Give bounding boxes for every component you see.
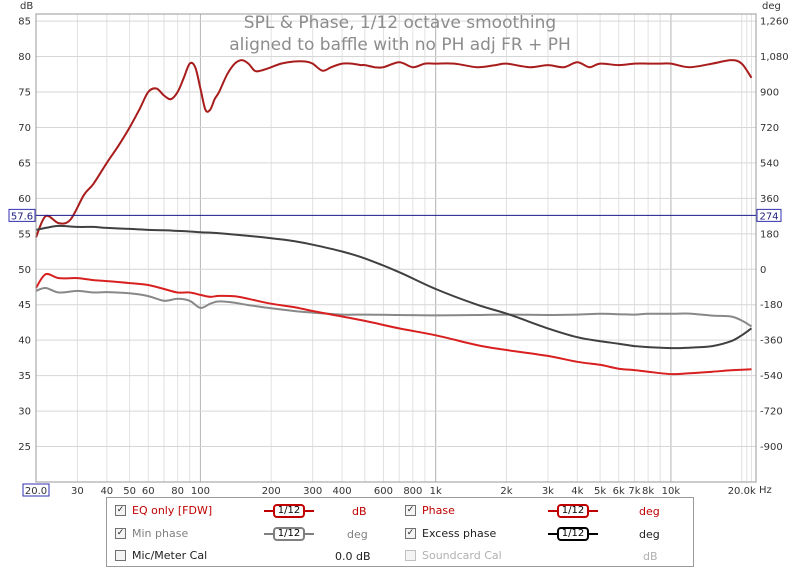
- x-tick-label: 600: [374, 486, 393, 497]
- y2-tick-label: 360: [760, 194, 779, 205]
- y2-tick-label: 900: [760, 88, 779, 99]
- y2-tick-label: 0: [760, 265, 766, 276]
- y-tick-label: 55: [18, 229, 31, 240]
- excess-phase-checkbox[interactable]: ✓: [405, 528, 416, 539]
- excess-phase-label: Excess phase: [422, 527, 497, 540]
- y-tick-label: 85: [18, 17, 31, 28]
- y-tick-label: 30: [18, 407, 31, 418]
- series-line-phase: [35, 272, 752, 376]
- cursor-left-value: 57.6: [11, 211, 33, 222]
- y2-tick-label: 720: [760, 123, 779, 134]
- y-tick-label: 75: [18, 88, 31, 99]
- x-tick-label: 50: [123, 486, 136, 497]
- y-axis-unit: dB: [20, 1, 33, 12]
- x-axis-unit: Hz: [759, 485, 772, 496]
- y-tick-label: 35: [18, 371, 31, 382]
- x-tick-label: 60: [142, 486, 155, 497]
- legend-panel: ✓ EQ only [FDW] 1/12 dB ✓ Phase 1/12 deg…: [106, 497, 694, 567]
- x-tick-label: 30: [71, 486, 84, 497]
- excess-phase-smoothing-icon[interactable]: 1/12: [548, 527, 598, 541]
- y-tick-label: 70: [18, 123, 31, 134]
- x-tick-label: 5k: [594, 486, 606, 497]
- x-tick-label: 40: [100, 486, 113, 497]
- soundcard-cal-checkbox: [405, 550, 416, 561]
- y2-tick-label: -900: [760, 442, 783, 453]
- plot-frame: [35, 13, 757, 483]
- mic-cal-value: 0.0 dB: [335, 550, 371, 563]
- x-tick-label: 300: [303, 486, 322, 497]
- x-tick-label: 4k: [571, 486, 583, 497]
- x-tick-label: 800: [403, 486, 422, 497]
- y-tick-label: 65: [18, 158, 31, 169]
- legend-item-min-phase[interactable]: ✓ Min phase: [115, 527, 188, 540]
- x-tick-label: 400: [333, 486, 352, 497]
- chart-subtitle: aligned to baffle with no PH adj FR + PH: [229, 35, 571, 55]
- grid: [36, 14, 756, 482]
- eq-only-label: EQ only [FDW]: [132, 504, 213, 517]
- legend-item-excess-phase[interactable]: ✓ Excess phase: [405, 527, 496, 540]
- cursor-right-value: 274: [759, 211, 778, 222]
- eq-unit: dB: [352, 505, 367, 518]
- series-line-min-phase: [35, 286, 753, 328]
- y2-tick-label: -540: [760, 371, 783, 382]
- min-phase-checkbox[interactable]: ✓: [115, 528, 126, 539]
- y2-tick-label: -360: [760, 336, 783, 347]
- x-tick-label-start: 20.0: [25, 486, 47, 497]
- mic-cal-checkbox[interactable]: [115, 550, 126, 561]
- y2-tick-label: 180: [760, 229, 779, 240]
- x-tick-label: 6k: [613, 486, 625, 497]
- x-tick-label: 2k: [500, 486, 512, 497]
- cursor-left-box: [8, 208, 36, 222]
- legend-item-phase[interactable]: ✓ Phase: [405, 504, 455, 517]
- x-tick-label: 1k: [430, 486, 442, 497]
- x-tick-label: 200: [262, 486, 281, 497]
- legend-item-soundcard-cal: Soundcard Cal: [405, 549, 502, 562]
- y-tick-label: 25: [18, 442, 31, 453]
- series-line-eq-only-fdw: [35, 59, 753, 238]
- y2-tick-label: 1,080: [760, 52, 789, 63]
- x-tick-label: 20.0k: [728, 486, 756, 497]
- chart-title: SPL & Phase, 1/12 octave smoothing: [244, 13, 556, 33]
- eq-smoothing-icon[interactable]: 1/12: [264, 504, 314, 518]
- y-tick-label: 80: [18, 52, 31, 63]
- legend-item-eq-only[interactable]: ✓ EQ only [FDW]: [115, 504, 212, 517]
- y2-tick-label: -180: [760, 300, 783, 311]
- series-lines: [35, 59, 753, 376]
- x-tick-label: 8k: [642, 486, 654, 497]
- x-tick-label: 100: [191, 486, 210, 497]
- min-phase-label: Min phase: [132, 527, 189, 540]
- phase-smoothing-icon[interactable]: 1/12: [548, 504, 598, 518]
- y2-axis-unit: deg: [762, 1, 781, 12]
- phase-checkbox[interactable]: ✓: [405, 505, 416, 516]
- spl-phase-chart: 25 30 35 40 45 50 55 60 65 70 75 80 85 -900 -720 -540 -3…: [8, 1, 789, 497]
- y2-tick-label: -720: [760, 407, 783, 418]
- phase-unit: deg: [639, 505, 660, 518]
- legend-item-mic-cal[interactable]: Mic/Meter Cal: [115, 549, 207, 562]
- min-phase-smoothing-icon[interactable]: 1/12: [264, 527, 314, 541]
- excess-phase-unit: deg: [639, 528, 660, 541]
- x-tick-label: 3k: [542, 486, 554, 497]
- soundcard-cal-unit: dB: [643, 550, 658, 563]
- y-tick-label: 45: [18, 300, 31, 311]
- phase-label: Phase: [422, 504, 455, 517]
- axes: [35, 13, 757, 483]
- x-tick-label: 80: [171, 486, 184, 497]
- y2-tick-label: 1,260: [760, 17, 789, 28]
- x-start-box: [22, 483, 50, 497]
- y2-tick-label: 540: [760, 158, 779, 169]
- cursor-right-box: [756, 208, 782, 222]
- eq-only-checkbox[interactable]: ✓: [115, 505, 126, 516]
- y-tick-label: 40: [18, 336, 31, 347]
- tick-labels: 25 30 35 40 45 50 55 60 65 70 75 80 85 -900 -720 -540 -3…: [8, 17, 789, 497]
- y-tick-label: 50: [18, 265, 31, 276]
- min-phase-unit: deg: [347, 528, 368, 541]
- x-tick-label: 7k: [628, 486, 640, 497]
- y-tick-label: 60: [18, 194, 31, 205]
- soundcard-cal-label: Soundcard Cal: [422, 549, 502, 562]
- mic-cal-label: Mic/Meter Cal: [132, 549, 208, 562]
- series-line-excess-phase: [35, 224, 753, 350]
- x-tick-label: 10k: [662, 486, 681, 497]
